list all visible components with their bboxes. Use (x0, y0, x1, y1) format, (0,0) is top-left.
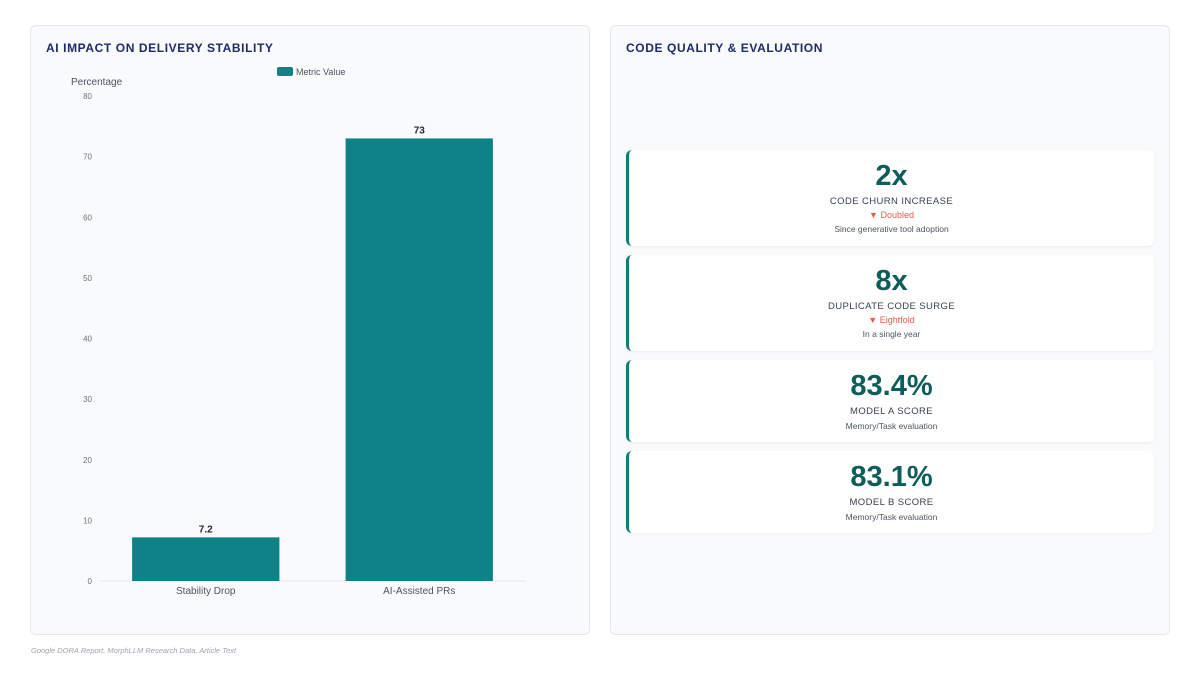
metric-card-model-a: 83.4% MODEL A SCORE Memory/Task evaluati… (626, 360, 1154, 442)
metric-card-model-b: 83.1% MODEL B SCORE Memory/Task evaluati… (626, 451, 1154, 533)
code-quality-panel: CODE QUALITY & EVALUATION 2x CODE CHURN … (610, 25, 1170, 635)
y-tick-label: 50 (83, 274, 92, 283)
y-tick-label: 40 (83, 335, 92, 344)
metric-note: Memory/Task evaluation (845, 512, 938, 522)
data-label: 7.2 (199, 524, 213, 535)
y-tick-label: 70 (83, 153, 92, 162)
metric-value: 83.1% (850, 461, 933, 493)
delivery-stability-panel: AI IMPACT ON DELIVERY STABILITY Percenta… (30, 25, 590, 635)
metric-label: MODEL A SCORE (850, 406, 933, 417)
y-tick-label: 20 (83, 456, 92, 465)
metric-label: CODE CHURN INCREASE (829, 196, 954, 207)
y-tick-label: 80 (83, 92, 92, 101)
metric-trend: ▼ Eightfold (868, 315, 915, 325)
y-tick-label: 10 (83, 516, 92, 525)
metric-card-duplicate-code: 8x DUPLICATE CODE SURGE ▼ Eightfold In a… (626, 255, 1154, 351)
metric-value: 83.4% (850, 370, 933, 402)
y-tick-label: 60 (83, 213, 92, 222)
legend-swatch (277, 67, 293, 76)
bar-stability-drop (132, 537, 280, 581)
source-footnote: Google DORA Report, MorphLLM Research Da… (31, 646, 237, 655)
delivery-stability-bar-chart: Percentage 0 10 20 30 40 50 60 70 80 Metric Value 7… (71, 67, 526, 597)
metric-label: MODEL B SCORE (849, 497, 934, 508)
metric-note: In a single year (862, 329, 921, 339)
metric-card-code-churn: 2x CODE CHURN INCREASE ▼ Doubled Since g… (626, 150, 1154, 246)
metric-trend: ▼ Doubled (869, 210, 914, 220)
y-tick-label: 0 (88, 577, 93, 586)
panel-title-code-quality: CODE QUALITY & EVALUATION (626, 41, 824, 55)
x-tick-label: AI-Assisted PRs (383, 586, 455, 597)
x-tick-label: Stability Drop (176, 586, 236, 597)
y-axis-title: Percentage (71, 77, 123, 88)
metric-note: Since generative tool adoption (834, 224, 949, 234)
metric-value: 8x (875, 265, 908, 297)
data-label: 73 (414, 125, 426, 136)
legend-label: Metric Value (296, 67, 345, 77)
metric-value: 2x (875, 160, 908, 192)
bar-ai-assisted-prs (345, 138, 493, 581)
metric-label: DUPLICATE CODE SURGE (827, 301, 956, 312)
y-tick-label: 30 (83, 395, 92, 404)
panel-title-delivery-stability: AI IMPACT ON DELIVERY STABILITY (46, 41, 274, 55)
metric-note: Memory/Task evaluation (845, 421, 938, 431)
